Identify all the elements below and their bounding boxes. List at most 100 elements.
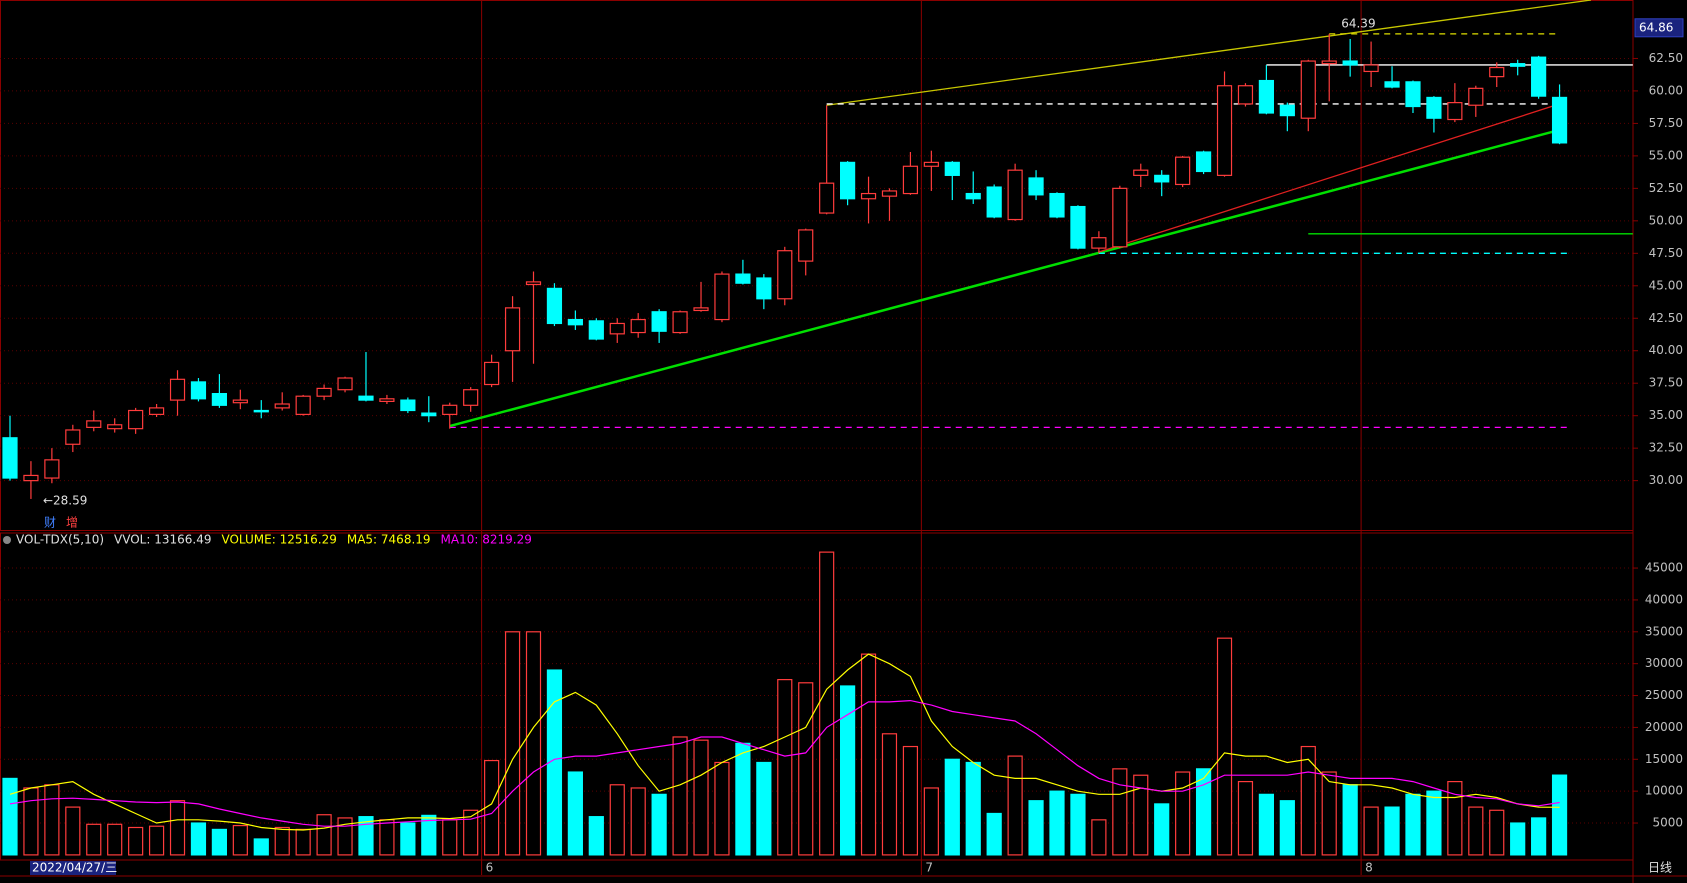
candle-body bbox=[1175, 156, 1191, 186]
volume-bar bbox=[232, 824, 248, 856]
drawn-line bbox=[826, 0, 1592, 106]
x-tick-label: 6 bbox=[486, 861, 494, 875]
candle-body bbox=[211, 393, 227, 406]
y-tick-label: 30000 bbox=[1645, 656, 1683, 670]
y-tick-label: 45.00 bbox=[1649, 278, 1683, 292]
candle-body bbox=[881, 190, 898, 197]
candle-body bbox=[190, 381, 207, 400]
candle-body bbox=[1133, 169, 1149, 176]
volume-ma-line bbox=[9, 653, 1560, 831]
volume-bar bbox=[588, 816, 604, 856]
price-panel bbox=[0, 0, 1634, 531]
y-tick-label: 15000 bbox=[1645, 752, 1683, 766]
candle-body bbox=[944, 161, 960, 176]
y-tick-label: 50.00 bbox=[1649, 213, 1683, 227]
volume-bar bbox=[2, 777, 18, 856]
volume-bar bbox=[1342, 784, 1358, 856]
volume-bar bbox=[672, 736, 688, 856]
volume-bar bbox=[1133, 774, 1149, 856]
last-price-label: 64.86 bbox=[1639, 20, 1673, 34]
candle-body bbox=[588, 320, 604, 340]
volume-bar bbox=[525, 631, 542, 856]
volume-bar bbox=[1384, 806, 1400, 856]
candle-body bbox=[400, 399, 416, 412]
volume-bar bbox=[1154, 803, 1170, 856]
volume-bar bbox=[358, 816, 374, 856]
candle-body bbox=[525, 281, 542, 286]
volume-bar bbox=[504, 631, 521, 856]
volume-bar bbox=[1028, 800, 1044, 856]
annotation: ←28.59 bbox=[43, 493, 87, 507]
candle-body bbox=[1216, 85, 1233, 176]
candle-body bbox=[986, 186, 1002, 218]
volume-header: VOL-TDX(5,10) bbox=[16, 533, 104, 547]
candle-body bbox=[1363, 64, 1379, 73]
y-tick-label: 32.50 bbox=[1649, 441, 1683, 455]
volume-bar bbox=[735, 742, 751, 856]
candle-body bbox=[1342, 60, 1358, 66]
candle-body bbox=[1447, 102, 1463, 121]
volume-bar bbox=[400, 822, 416, 856]
y-tick-label: 42.50 bbox=[1649, 311, 1683, 325]
y-tick-label: 40.00 bbox=[1649, 343, 1683, 357]
candle-body bbox=[923, 161, 939, 167]
y-tick-label: 45000 bbox=[1645, 561, 1683, 575]
y-tick-label: 10000 bbox=[1645, 784, 1683, 798]
volume-bar bbox=[253, 838, 269, 856]
y-tick-label: 47.50 bbox=[1649, 246, 1683, 260]
tag: 财 bbox=[44, 516, 56, 530]
candle-body bbox=[609, 322, 625, 335]
candle-body bbox=[1405, 81, 1421, 108]
volume-bar bbox=[1300, 745, 1316, 856]
candle-body bbox=[421, 412, 437, 417]
candle-body bbox=[567, 318, 583, 326]
volume-bar bbox=[986, 812, 1002, 856]
volume-bar bbox=[756, 761, 772, 856]
y-tick-label: 25000 bbox=[1645, 688, 1683, 702]
y-tick-label: 30.00 bbox=[1649, 473, 1683, 487]
last-price-box bbox=[1634, 18, 1684, 38]
candle-body bbox=[1112, 187, 1128, 248]
volume-bar bbox=[1279, 800, 1295, 856]
candle-body bbox=[1237, 85, 1254, 105]
candle-body bbox=[1300, 60, 1316, 119]
volume-bar bbox=[923, 787, 939, 856]
candle-body bbox=[484, 361, 500, 386]
volume-bar bbox=[1216, 637, 1233, 856]
candle-body bbox=[442, 404, 458, 415]
y-tick-label: 40000 bbox=[1645, 592, 1683, 606]
volume-bar bbox=[630, 787, 646, 856]
volume-bar bbox=[1049, 790, 1065, 856]
volume-bar bbox=[567, 771, 583, 856]
candle-body bbox=[1028, 177, 1044, 196]
candle-body bbox=[1258, 79, 1275, 114]
y-tick-label: 57.50 bbox=[1649, 116, 1683, 130]
candle-body bbox=[148, 407, 165, 415]
period-label: 日线 bbox=[1648, 861, 1672, 875]
cursor-date: 2022/04/27/三 bbox=[32, 861, 117, 875]
volume-bar bbox=[1321, 771, 1337, 856]
x-tick-label: 8 bbox=[1365, 861, 1373, 875]
candle-body bbox=[504, 307, 521, 352]
candle-body bbox=[1091, 237, 1107, 249]
volume-bar bbox=[1426, 790, 1442, 856]
volume-bar bbox=[169, 800, 186, 856]
candle-body bbox=[1384, 81, 1400, 88]
candle-body bbox=[819, 182, 835, 214]
volume-bar bbox=[148, 825, 165, 856]
volume-bar bbox=[714, 761, 730, 856]
candle-body bbox=[693, 307, 709, 312]
volume-bar bbox=[442, 819, 458, 856]
candle-body bbox=[169, 378, 186, 401]
candle-body bbox=[672, 311, 688, 334]
candle-body bbox=[1426, 96, 1442, 119]
candle-body bbox=[798, 229, 814, 262]
candle-body bbox=[44, 459, 60, 479]
y-tick-label: 5000 bbox=[1652, 816, 1683, 830]
cursor-date-box bbox=[30, 861, 116, 875]
volume-bar bbox=[965, 761, 981, 856]
volume-bar bbox=[44, 784, 60, 856]
volume-bar bbox=[1175, 771, 1191, 856]
volume-bar bbox=[839, 685, 856, 856]
candle-body bbox=[1070, 205, 1086, 249]
